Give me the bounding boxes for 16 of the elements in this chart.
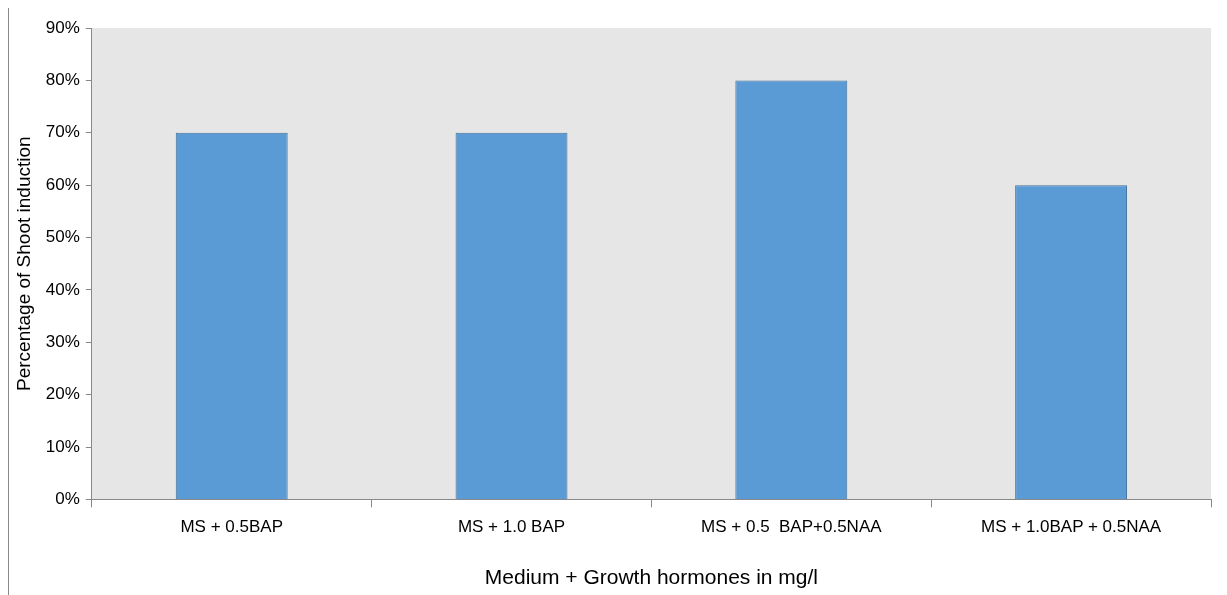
x-axis-title: Medium + Growth hormones in mg/l: [484, 565, 819, 589]
x-tick-label: MS + 1.0 BAP: [457, 517, 566, 537]
x-tick-label: MS + 0.5BAP: [180, 517, 283, 537]
y-tick-label: 20%: [45, 384, 80, 404]
x-tick-label: MS + 0.5 BAP+0.5NAA: [701, 517, 883, 537]
y-tick-label: 80%: [45, 70, 80, 90]
y-tick-label: 10%: [45, 436, 80, 456]
y-tick-label: 40%: [45, 279, 80, 299]
y-tick-label: 90%: [45, 17, 80, 37]
y-tick-label: 60%: [45, 174, 80, 194]
y-tick-label: 30%: [45, 331, 80, 351]
y-tick-label: 0%: [55, 489, 80, 509]
y-tick-label: 50%: [45, 227, 80, 247]
y-axis-title: Percentage of Shoot induction: [12, 136, 34, 391]
x-tick-label: MS + 1.0BAP + 0.5NAA: [981, 517, 1162, 537]
y-tick-label: 70%: [45, 122, 80, 142]
